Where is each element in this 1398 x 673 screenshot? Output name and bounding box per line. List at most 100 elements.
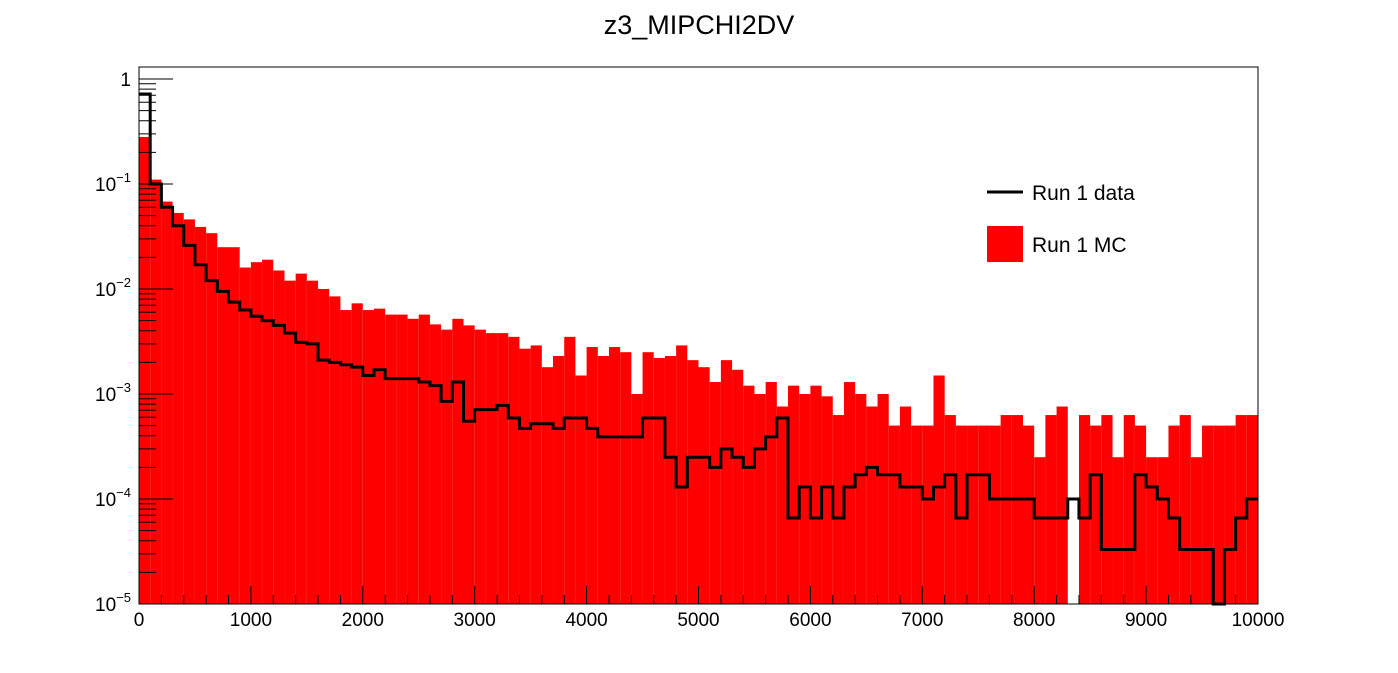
mc-bar — [329, 296, 341, 604]
mc-bar — [284, 280, 296, 604]
mc-bar — [441, 329, 453, 604]
mc-bar — [273, 270, 285, 604]
mc-bar — [989, 425, 1001, 604]
mc-bar — [866, 406, 878, 604]
mc-bar — [709, 382, 721, 604]
mc-bar — [553, 356, 565, 604]
mc-bar — [206, 233, 218, 604]
mc-bar — [631, 393, 643, 604]
mc-bar — [687, 360, 699, 604]
mc-bar — [1246, 415, 1258, 604]
mc-bar — [150, 179, 162, 604]
mc-bar — [1101, 415, 1113, 604]
mc-bar — [530, 345, 542, 604]
mc-bar — [754, 393, 766, 604]
y-tick-label: 10−1 — [95, 170, 131, 196]
mc-bar — [452, 318, 464, 604]
mc-bar — [788, 385, 800, 604]
x-tick-label: 10000 — [1232, 610, 1285, 631]
mc-bar — [765, 382, 777, 604]
x-tick-label: 7000 — [901, 610, 943, 631]
mc-bar — [955, 425, 968, 604]
mc-bar — [933, 375, 945, 604]
mc-bar — [821, 396, 833, 604]
mc-bar — [340, 310, 352, 604]
mc-bar — [888, 425, 900, 604]
mc-bar — [318, 288, 330, 604]
mc-bar — [843, 382, 856, 604]
mc-bar — [385, 314, 397, 604]
mc-bar — [720, 360, 733, 604]
mc-bar — [463, 325, 475, 604]
mc-bar — [698, 367, 710, 604]
y-tick-label: 10−3 — [95, 380, 131, 406]
mc-bar — [519, 348, 531, 604]
mc-bar — [564, 336, 576, 604]
mc-bar — [832, 415, 844, 604]
legend-label-data: Run 1 data — [1032, 182, 1135, 205]
legend: Run 1 data Run 1 MC — [987, 182, 1135, 262]
x-tick-label: 5000 — [677, 610, 719, 631]
mc-bar — [474, 329, 486, 604]
mc-bar — [608, 347, 621, 604]
mc-bar — [1224, 425, 1236, 604]
mc-bar — [139, 137, 151, 604]
mc-bar — [642, 352, 654, 604]
mc-bar — [922, 425, 934, 604]
mc-bar — [575, 375, 587, 604]
x-tick-label: 0 — [134, 610, 145, 631]
mc-bar — [776, 406, 789, 604]
mc-bar — [1235, 415, 1247, 604]
mc-bar — [620, 352, 632, 604]
mc-bar — [228, 247, 240, 604]
mc-bar — [418, 314, 430, 604]
mc-bar — [1045, 415, 1057, 604]
mc-bar — [1034, 457, 1046, 604]
x-tick-label: 8000 — [1013, 610, 1055, 631]
x-axis: 0 1000 2000 3000 4000 5000 6000 7000 8000 9000 100… — [134, 586, 1285, 631]
mc-bar — [295, 273, 307, 604]
x-tick-label: 9000 — [1125, 610, 1167, 631]
mc-bar — [1056, 406, 1068, 604]
mc-bar — [407, 318, 419, 604]
mc-bar — [1000, 415, 1012, 604]
mc-bar — [508, 336, 520, 604]
legend-swatch-mc — [987, 226, 1023, 262]
x-tick-label: 1000 — [230, 610, 272, 631]
mc-bar — [183, 219, 195, 604]
mc-bar — [497, 333, 509, 604]
mc-bar — [1157, 457, 1169, 604]
mc-bar — [194, 226, 207, 605]
mc-bar — [967, 425, 979, 604]
mc-bar — [306, 280, 319, 604]
mc-bar — [911, 425, 923, 604]
mc-bar — [1213, 425, 1225, 604]
x-tick-label: 6000 — [789, 610, 831, 631]
y-tick-label: 10−4 — [95, 485, 131, 511]
mc-bar — [978, 425, 990, 604]
mc-bar — [541, 367, 554, 604]
mc-bar — [1112, 457, 1124, 604]
mc-bar — [362, 310, 374, 604]
mc-bar — [373, 308, 386, 604]
mc-bar — [664, 356, 677, 604]
mc-bar — [1023, 425, 1035, 604]
mc-bar — [1190, 457, 1203, 604]
x-tick-label: 3000 — [454, 610, 496, 631]
mc-bar — [732, 369, 744, 604]
x-tick-label: 2000 — [342, 610, 384, 631]
y-tick-label: 1 — [120, 70, 131, 91]
mc-bar — [676, 345, 688, 604]
mc-bar — [1090, 425, 1102, 604]
mc-bar — [586, 347, 598, 604]
mc-bar — [944, 415, 956, 604]
mc-bar — [899, 406, 912, 604]
mc-bar — [597, 356, 609, 604]
mc-bar — [1078, 415, 1091, 604]
mc-bar — [1202, 425, 1214, 604]
mc-bar — [161, 201, 173, 604]
y-axis: 1 10−1 10−2 10−3 10−4 10−5 — [95, 67, 173, 616]
x-tick-label: 4000 — [565, 610, 607, 631]
